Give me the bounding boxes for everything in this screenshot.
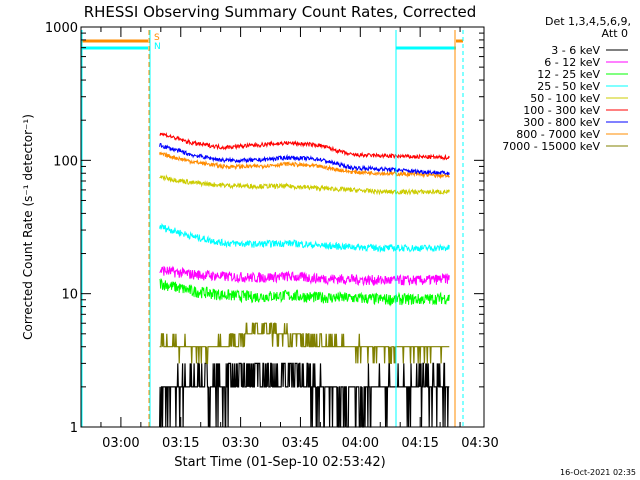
series-line-4 bbox=[159, 174, 450, 196]
x-tick-label-4: 04:00 bbox=[342, 436, 379, 451]
legend-label-8: 7000 - 15000 keV bbox=[502, 140, 600, 153]
series-line-2 bbox=[159, 278, 450, 307]
x-tick-label-0: 03:00 bbox=[102, 436, 139, 451]
legend-header-line2: Att 0 bbox=[602, 27, 628, 40]
y-tick-label-3: 1000 bbox=[45, 21, 78, 36]
series-line-1 bbox=[159, 265, 450, 287]
legend-label-4: 50 - 100 keV bbox=[530, 92, 600, 105]
y-tick-label-0: 1 bbox=[70, 421, 78, 436]
annotation-s: S bbox=[154, 33, 160, 43]
y-axis-label: Corrected Count Rate (s⁻¹ detector⁻¹) bbox=[21, 114, 35, 340]
legend-label-3: 25 - 50 keV bbox=[537, 80, 600, 93]
legend-label-0: 3 - 6 keV bbox=[551, 44, 600, 57]
series-line-3 bbox=[159, 222, 450, 253]
x-tick-label-5: 04:15 bbox=[401, 436, 438, 451]
legend-label-7: 800 - 7000 keV bbox=[516, 128, 600, 141]
legend-label-2: 12 - 25 keV bbox=[537, 68, 600, 81]
footer-timestamp: 16-Oct-2021 02:35 bbox=[560, 468, 636, 477]
legend-header-line1: Det 1,3,4,5,6,9, bbox=[545, 15, 631, 28]
x-tick-label-3: 03:45 bbox=[282, 436, 319, 451]
series-line-7 bbox=[159, 151, 450, 180]
x-axis-label: Start Time (01-Sep-10 02:53:42) bbox=[174, 455, 385, 470]
x-tick-label-6: 04:30 bbox=[461, 436, 498, 451]
legend-label-1: 6 - 12 keV bbox=[544, 56, 600, 69]
plot-area: 1 10 100 1000 03:00 03:15 03:30 03:45 04:00 04:1… bbox=[45, 21, 499, 451]
series-line-5 bbox=[159, 132, 450, 161]
y-tick-label-2: 100 bbox=[53, 154, 78, 169]
y-tick-label-1: 10 bbox=[61, 288, 78, 303]
legend-label-5: 100 - 300 keV bbox=[523, 104, 600, 117]
plot-frame bbox=[80, 26, 485, 428]
series-line-8 bbox=[159, 322, 450, 364]
annotation-n: N bbox=[154, 42, 161, 52]
x-tick-label-1: 03:15 bbox=[162, 436, 199, 451]
x-tick-label-2: 03:30 bbox=[222, 436, 259, 451]
legend-label-6: 300 - 800 keV bbox=[523, 116, 600, 129]
chart-title: RHESSI Observing Summary Count Rates, Co… bbox=[84, 3, 477, 21]
series-line-6 bbox=[159, 142, 450, 176]
series-line-0 bbox=[159, 362, 450, 428]
